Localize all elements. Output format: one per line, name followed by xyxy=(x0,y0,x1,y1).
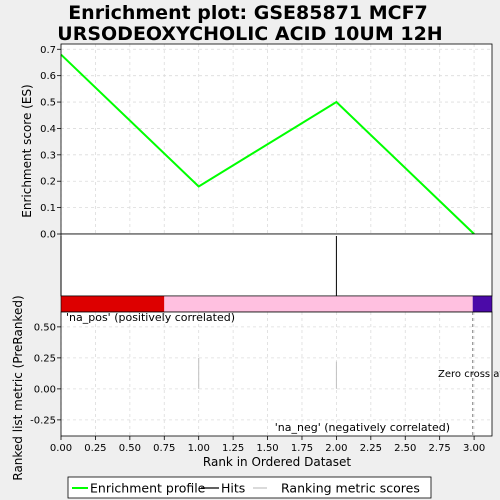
x-tick-label: 2.50 xyxy=(394,443,416,454)
x-tick-label: 0.75 xyxy=(153,443,175,454)
legend-label: Enrichment profile xyxy=(90,481,206,496)
es-y-tick-label: 0.3 xyxy=(40,150,56,161)
es-y-tick-label: 0.6 xyxy=(40,71,56,82)
metric-y-tick-label: 0.50 xyxy=(34,322,56,333)
metric-y-tick-label: 0.00 xyxy=(34,384,56,395)
chart-title-line-1: Enrichment plot: GSE85871 MCF7 xyxy=(68,2,428,24)
es-y-tick-label: 0.0 xyxy=(40,230,56,241)
x-tick-label: 1.25 xyxy=(222,443,244,454)
es-y-tick-label: 0.7 xyxy=(40,45,56,56)
x-tick-label: 1.00 xyxy=(188,443,210,454)
enrichment-profile-line xyxy=(60,53,475,235)
x-tick-label: 0.25 xyxy=(84,443,106,454)
metric-y-tick-label: 0.25 xyxy=(34,353,56,364)
x-tick-label: 2.75 xyxy=(429,443,451,454)
es-y-axis-ticks: 0.0 0.1 0.2 0.3 0.4 0.5 0.6 0.7 xyxy=(40,45,61,241)
zero-cross-label: Zero cross at 3 xyxy=(438,369,500,380)
metric-panel-gridlines xyxy=(60,312,492,436)
es-y-tick-label: 0.5 xyxy=(40,98,56,109)
neg-correlated-label: 'na_neg' (negatively correlated) xyxy=(275,421,450,434)
rank-bar-segment xyxy=(472,296,492,312)
x-tick-label: 1.50 xyxy=(256,443,278,454)
legend: Enrichment profile Hits Ranking metric sco… xyxy=(72,481,420,496)
chart-title-line-2: URSODEOXYCHOLIC ACID 10UM 12H xyxy=(57,23,442,45)
es-y-tick-label: 0.1 xyxy=(40,203,56,214)
es-y-tick-label: 0.2 xyxy=(40,177,56,188)
rank-bar-segment xyxy=(164,296,473,312)
x-axis-ticks: 0.00 0.25 0.50 0.75 1.00 1.25 1.50 1.75 2.00 2.25… xyxy=(50,436,485,454)
x-tick-label: 2.00 xyxy=(325,443,347,454)
x-tick-label: 1.75 xyxy=(291,443,313,454)
x-tick-label: 0.00 xyxy=(50,443,72,454)
legend-label: Ranking metric scores xyxy=(281,481,420,496)
es-y-tick-label: 0.4 xyxy=(40,124,56,135)
legend-label: Hits xyxy=(221,481,245,496)
x-tick-label: 2.25 xyxy=(360,443,382,454)
x-tick-label: 0.50 xyxy=(119,443,141,454)
metric-y-axis-ticks: 0.50 0.25 0.00 -0.25 xyxy=(30,322,61,426)
hits-panel-background xyxy=(61,234,492,296)
x-tick-label: 3.00 xyxy=(463,443,485,454)
es-y-axis-label: Enrichment score (ES) xyxy=(20,84,34,217)
rank-bar-segment xyxy=(61,296,165,312)
metric-y-tick-label: -0.25 xyxy=(30,415,56,426)
metric-y-axis-label: Ranked list metric (PreRanked) xyxy=(11,295,25,480)
metric-panel-background xyxy=(61,312,492,436)
legend-box xyxy=(67,476,432,499)
pos-correlated-label: 'na_pos' (positively correlated) xyxy=(66,311,235,324)
ranking-metric-marks xyxy=(198,357,337,389)
metric-panel-frame xyxy=(60,311,493,437)
rank-color-bar xyxy=(60,295,493,313)
x-axis-label: Rank in Ordered Dataset xyxy=(203,455,351,469)
